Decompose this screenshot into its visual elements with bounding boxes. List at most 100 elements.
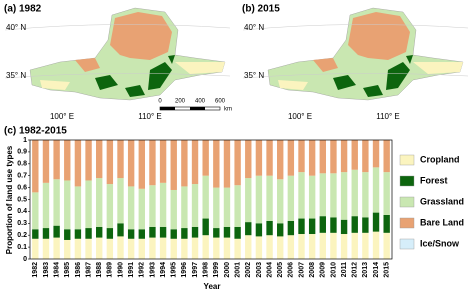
- x-tick-label: 1993: [149, 262, 156, 278]
- bar-segment: [149, 226, 156, 238]
- y-tick-label: 1: [23, 137, 27, 144]
- bar-segment: [319, 140, 326, 174]
- bar-segment: [213, 228, 220, 238]
- bar-segment: [64, 229, 71, 240]
- map-shape: [242, 7, 469, 101]
- y-tick-label: 0.4: [17, 208, 27, 215]
- bar-segment: [85, 238, 92, 259]
- bar-segment: [85, 228, 92, 239]
- bar-segment: [383, 140, 390, 173]
- lon-label: 100° E: [288, 112, 312, 121]
- bar-segment: [149, 140, 156, 186]
- bar-segment: [149, 185, 156, 227]
- legend-swatch: [399, 154, 415, 166]
- bar-segment: [362, 140, 369, 173]
- lat-label: 40° N: [244, 23, 264, 32]
- x-tick-label: 1988: [96, 262, 103, 278]
- y-tick-label: 0.2: [17, 232, 27, 239]
- bar-segment: [127, 186, 135, 230]
- x-tick-label: 2003: [256, 262, 263, 278]
- map-b: (b) 2015 40° N 35° N 100° E 110° E: [242, 4, 469, 121]
- bar-segment: [287, 235, 295, 259]
- lon-label: 110° E: [376, 112, 400, 121]
- lon-label: 110° E: [138, 112, 162, 121]
- bar-segment: [202, 218, 209, 236]
- bar-segment: [53, 225, 60, 238]
- x-tick-label: 1986: [75, 262, 82, 278]
- x-tick-label: 1982: [32, 262, 39, 278]
- x-tick-label: 2009: [320, 262, 327, 278]
- bar-segment: [245, 178, 252, 223]
- bar-segment: [330, 173, 337, 218]
- bar-segment: [255, 223, 263, 237]
- bar-segment: [266, 140, 273, 176]
- bar-segment: [362, 217, 369, 233]
- y-tick-label: 0.7: [17, 173, 27, 180]
- lon-label: 100° E: [50, 112, 74, 121]
- x-tick-label: 2014: [373, 262, 380, 278]
- bar-segment: [245, 222, 252, 236]
- bar-segment: [234, 226, 241, 239]
- bar-segment: [181, 238, 188, 259]
- legend-label: Forest: [420, 175, 448, 185]
- bar-segment: [96, 237, 103, 259]
- y-tick-label: 0.5: [17, 196, 27, 203]
- bar-segment: [234, 238, 241, 259]
- bar-segment: [308, 140, 316, 176]
- x-tick-label: 1997: [192, 262, 199, 278]
- bar-segment: [170, 140, 177, 190]
- x-tick-label: 1990: [117, 262, 124, 278]
- bar-segment: [362, 232, 369, 259]
- bar-segment: [340, 172, 348, 220]
- bar-segment: [255, 236, 263, 259]
- legend-swatch: [399, 217, 415, 229]
- bar-segment: [96, 226, 103, 238]
- bar-segment: [351, 169, 358, 217]
- bar-segment: [106, 184, 114, 229]
- bar-segment: [234, 140, 241, 186]
- bar-segment: [255, 175, 263, 224]
- bar-segment: [308, 218, 316, 235]
- y-tick-label: 0.3: [17, 220, 27, 227]
- bar-segment: [96, 140, 103, 179]
- bar-segment: [330, 140, 337, 174]
- bar-segment: [127, 140, 135, 187]
- bar-segment: [340, 234, 348, 259]
- plot-frame: [29, 139, 393, 260]
- x-tick-label: 1989: [107, 262, 114, 278]
- bar-segment: [330, 232, 337, 259]
- legend-label: Bare Land: [420, 217, 464, 227]
- bar-segment: [319, 216, 326, 233]
- x-tick-label: 1991: [128, 262, 135, 278]
- x-tick-label: 1992: [139, 262, 146, 278]
- x-tick-label: 2000: [224, 262, 231, 278]
- x-tick-label: 2008: [309, 262, 316, 278]
- lat-label: 40° N: [6, 23, 26, 32]
- x-tick-label: 2015: [384, 262, 391, 278]
- legend-swatch: [399, 196, 415, 208]
- bar-segment: [32, 238, 39, 259]
- bar-segment: [266, 175, 273, 221]
- bar-segment: [191, 226, 199, 238]
- x-tick-label: 2010: [330, 262, 337, 278]
- bar-segment: [181, 228, 188, 239]
- bar-segment: [383, 232, 390, 259]
- bar-segment: [266, 220, 273, 236]
- bar-segment: [298, 140, 305, 173]
- bar-segment: [213, 187, 220, 229]
- bar-segment: [234, 185, 241, 227]
- bar-segment: [117, 223, 124, 237]
- bar-segment: [74, 238, 82, 259]
- bar-segment: [170, 238, 177, 259]
- bar-segment: [117, 140, 124, 179]
- bar-segment: [245, 140, 252, 179]
- bar-segment: [202, 235, 209, 259]
- bar-segment: [42, 140, 50, 183]
- bar-segment: [42, 238, 50, 259]
- x-tick-label: 1983: [43, 262, 50, 278]
- bar-segment: [42, 228, 50, 239]
- bar-segment: [372, 231, 380, 259]
- bar-segment: [319, 173, 326, 217]
- bar-segment: [85, 180, 92, 229]
